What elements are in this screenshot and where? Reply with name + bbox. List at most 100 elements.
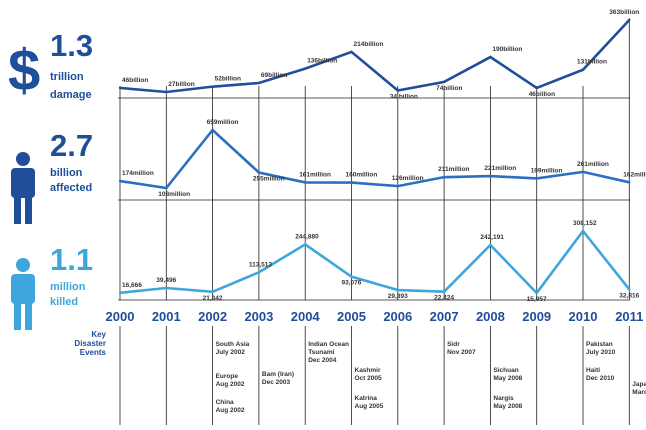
killed-data-point	[257, 271, 261, 274]
killed-data-label: 308,152	[573, 220, 597, 227]
affected-data-point	[535, 177, 538, 180]
damage-data-point	[535, 86, 538, 90]
damage-data-label: 46billion	[122, 77, 148, 84]
affected-data-point	[396, 184, 399, 188]
killed-data-label: 244,880	[295, 233, 319, 240]
killed-data-label: 39,496	[156, 277, 176, 284]
event-label: Bam (Iran)	[262, 371, 294, 378]
damage-data-label: 363billion	[609, 9, 639, 16]
killed-data-label: 93,076	[342, 280, 362, 287]
event-label: Aug 2002	[216, 407, 245, 414]
damage-data-point	[165, 90, 168, 94]
damage-data-label: 214billion	[354, 41, 384, 48]
affected-data-point	[350, 181, 353, 184]
affected-data-label: 174million	[122, 170, 154, 177]
event-label: Sichuan	[493, 367, 518, 374]
event-label: Haiti	[586, 367, 600, 374]
year-tick-label: 2002	[198, 309, 227, 324]
killed-total: 1.1	[50, 242, 93, 277]
damage-unit: trillion	[50, 71, 84, 83]
person-leg	[14, 302, 21, 330]
damage-data-label: 69billion	[261, 72, 287, 79]
event-label: Sidr	[447, 341, 460, 348]
affected-data-label: 659million	[207, 119, 239, 126]
killed-data-point	[350, 275, 353, 278]
year-tick-label: 2003	[244, 309, 273, 324]
killed-data-label: 21,342	[203, 295, 223, 302]
damage-data-label: 52billion	[215, 76, 241, 83]
event-label: Dec 2003	[262, 379, 291, 386]
killed-data-point	[535, 291, 538, 295]
killed-data-label: 242,191	[480, 234, 504, 241]
killed-series-line	[119, 228, 631, 296]
event-label: Nov 2007	[447, 349, 476, 356]
damage-data-point	[211, 85, 214, 88]
affected-unit: billion	[50, 167, 83, 179]
damage-data-point	[489, 55, 492, 59]
affected-data-label: 108million	[158, 191, 190, 198]
event-label: Nargis	[493, 395, 514, 402]
person-head	[16, 152, 30, 166]
event-label: Aug 2002	[216, 381, 245, 388]
affected-series-line	[119, 128, 630, 190]
person-affected-icon	[11, 152, 35, 224]
person-leg	[25, 196, 32, 224]
key-disaster-events-label: Disaster	[74, 339, 106, 348]
year-tick-label: 2009	[522, 309, 551, 324]
affected-data-label: 162million	[623, 171, 646, 178]
affected-data-label: 211million	[438, 166, 469, 173]
affected-data-point	[257, 171, 261, 174]
affected-data-label: 161million	[299, 171, 331, 178]
dollar-icon: $	[8, 38, 40, 103]
affected-data-point	[442, 175, 446, 179]
person-killed-icon	[11, 258, 35, 330]
killed-data-point	[118, 291, 122, 295]
event-label: Kashmir	[355, 367, 381, 374]
affected-data-point	[304, 181, 307, 184]
killed-desc: killed	[50, 296, 78, 308]
person-torso	[11, 168, 35, 198]
killed-data-point	[211, 290, 214, 294]
killed-data-point	[442, 290, 446, 293]
affected-data-point	[581, 170, 585, 174]
killed-data-point	[489, 243, 492, 247]
killed-data-point	[581, 229, 585, 233]
event-label: May 2008	[493, 403, 522, 410]
damage-data-label: 46billion	[529, 91, 555, 98]
person-torso	[11, 274, 35, 304]
damage-data-label: 190billion	[492, 46, 522, 53]
affected-data-label: 221million	[484, 165, 516, 172]
event-label: Dec 2010	[586, 375, 615, 382]
affected-data-label: 255million	[253, 176, 285, 183]
event-label: May 2008	[493, 375, 522, 382]
damage-data-point	[396, 89, 399, 92]
affected-data-point	[628, 181, 631, 184]
affected-data-label: 126million	[392, 175, 424, 182]
killed-data-label: 29,893	[388, 293, 408, 300]
damage-data-point	[118, 86, 122, 90]
affected-data-label: 261million	[577, 161, 609, 168]
killed-data-point	[304, 243, 307, 246]
damage-data-point	[628, 18, 631, 22]
damage-desc: damage	[50, 89, 92, 101]
damage-series-line	[119, 19, 631, 94]
event-label: Indian Ocean	[308, 341, 349, 348]
person-leg	[25, 302, 32, 330]
year-tick-label: 2001	[152, 309, 181, 324]
event-label: Katrina	[355, 395, 378, 402]
event-label: Aug 2005	[355, 403, 384, 410]
killed-data-point	[396, 288, 399, 292]
affected-data-label: 160million	[346, 172, 378, 179]
event-label: July 2002	[216, 349, 246, 356]
key-disaster-events-label: Key	[91, 330, 106, 339]
damage-data-label: 74billion	[436, 85, 462, 92]
killed-data-label: 15,957	[527, 296, 547, 303]
killed-data-label: 113,513	[249, 261, 273, 268]
year-tick-label: 2008	[476, 309, 505, 324]
damage-data-point	[581, 68, 585, 71]
year-tick-label: 2006	[383, 309, 412, 324]
killed-data-point	[165, 286, 168, 290]
year-tick-label: 2007	[430, 309, 459, 324]
year-tick-label: 2005	[337, 309, 366, 324]
